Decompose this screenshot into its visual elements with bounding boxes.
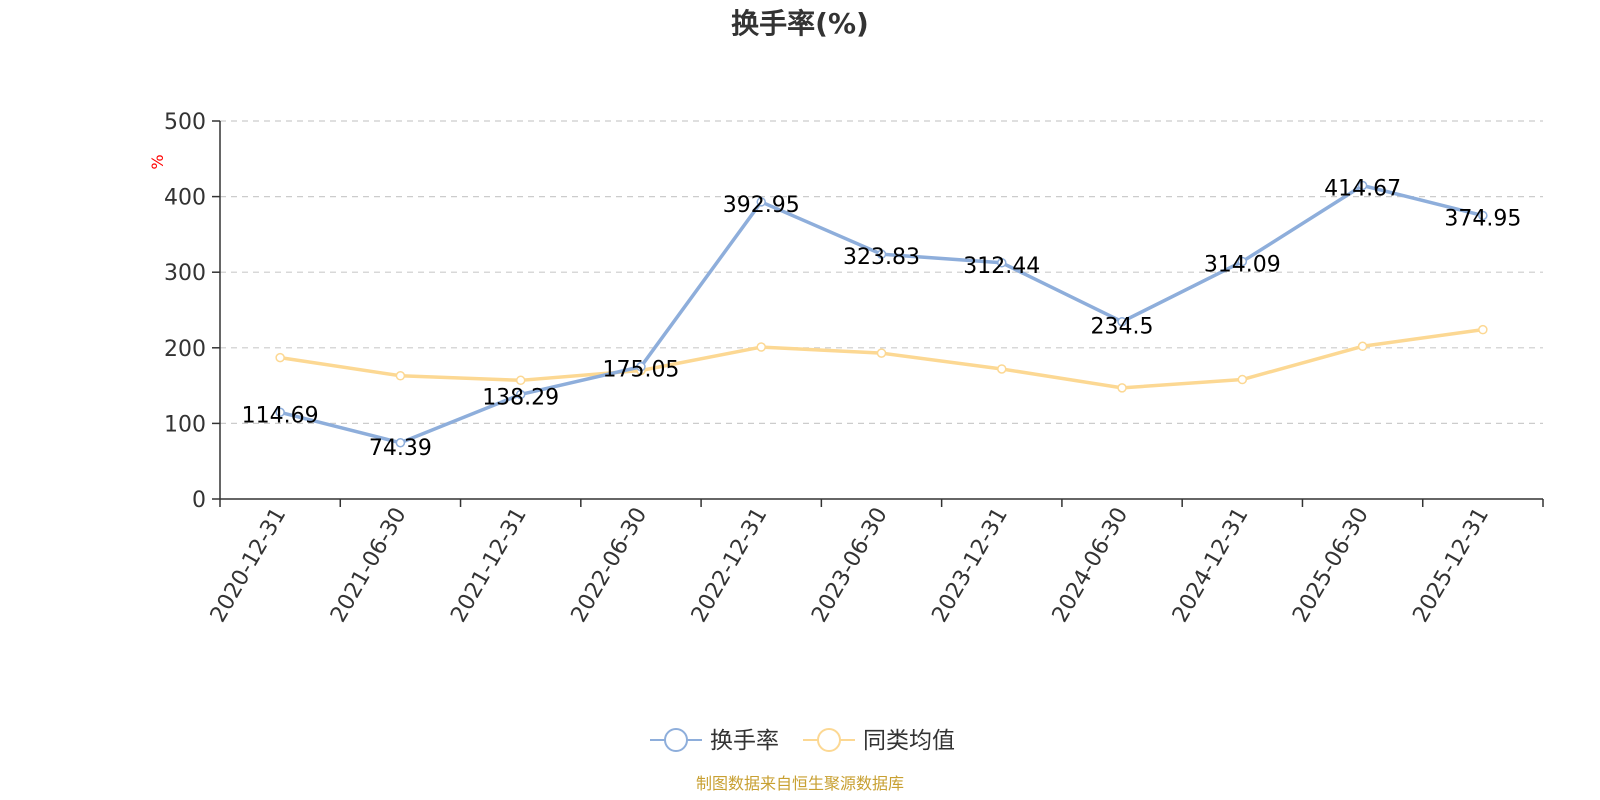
data-label: 234.5 xyxy=(1091,315,1154,340)
data-point xyxy=(756,197,766,207)
data-point xyxy=(275,352,285,363)
data-point xyxy=(1357,180,1368,191)
data-point xyxy=(1478,210,1488,221)
data-label: 175.05 xyxy=(602,358,679,383)
data-point xyxy=(515,389,526,400)
x-tick-label: 2023-06-30 xyxy=(807,504,893,627)
data-labels: 114.69 74.39 138.29 175.05 392.95 323.83 312.4… xyxy=(242,177,1522,461)
y-tick-label: 100 xyxy=(164,412,206,437)
data-point xyxy=(395,371,406,381)
x-tick-label: 2024-12-31 xyxy=(1168,504,1254,627)
x-tick-label: 2024-06-30 xyxy=(1048,504,1134,627)
x-tick-label: 2025-06-30 xyxy=(1288,504,1374,627)
data-label: 314.09 xyxy=(1204,253,1281,278)
y-axis-label: % xyxy=(148,154,167,169)
data-point xyxy=(876,348,887,358)
data-label: 114.69 xyxy=(242,403,319,428)
x-tick-label: 2022-06-30 xyxy=(567,504,653,627)
legend-label: 同类均值 xyxy=(863,728,955,754)
x-tick-label: 2021-12-31 xyxy=(446,504,532,627)
data-label: 374.95 xyxy=(1444,207,1521,232)
data-point xyxy=(395,438,406,448)
data-point xyxy=(1478,324,1488,335)
y-tick-label: 500 xyxy=(164,110,206,135)
legend-label: 换手率 xyxy=(710,728,779,754)
x-tick-label: 2025-12-31 xyxy=(1408,504,1494,627)
data-point xyxy=(1117,383,1127,393)
y-tick-label: 300 xyxy=(164,261,206,286)
data-point xyxy=(636,361,646,372)
x-tick-label: 2021-06-30 xyxy=(326,503,412,626)
data-point xyxy=(1357,341,1368,352)
series-layer xyxy=(275,180,1488,448)
data-point xyxy=(756,342,766,352)
data-label: 312.44 xyxy=(963,254,1040,279)
grid-lines xyxy=(220,120,1543,424)
data-point xyxy=(1237,256,1248,267)
data-label: 323.83 xyxy=(843,245,920,270)
source-note: 制图数据来自恒生聚源数据库 xyxy=(695,774,904,793)
y-tick-label: 200 xyxy=(164,337,206,362)
data-point xyxy=(1117,316,1127,327)
data-point xyxy=(997,258,1007,268)
x-tick-label: 2022-12-31 xyxy=(687,504,773,627)
data-point xyxy=(515,375,526,386)
data-label: 138.29 xyxy=(482,385,559,410)
series-line xyxy=(279,327,1484,390)
data-point xyxy=(1237,374,1248,385)
chart-title: 换手率(%) xyxy=(731,7,869,40)
data-label: 392.95 xyxy=(723,193,800,218)
y-tick-label: 0 xyxy=(192,488,206,513)
data-label: 414.67 xyxy=(1324,177,1401,202)
x-tick-label: 2023-12-31 xyxy=(927,504,1013,627)
data-label: 74.39 xyxy=(369,436,432,461)
y-tick-label: 400 xyxy=(164,186,206,211)
legend-marker xyxy=(817,728,841,752)
legend-marker xyxy=(664,728,688,752)
data-point xyxy=(275,407,285,418)
data-point xyxy=(876,249,887,259)
legend[interactable]: 换手率 同类均值 xyxy=(650,728,955,754)
series-line xyxy=(279,183,1484,445)
x-tick-label: 2020-12-31 xyxy=(206,504,292,627)
data-point xyxy=(997,364,1007,374)
